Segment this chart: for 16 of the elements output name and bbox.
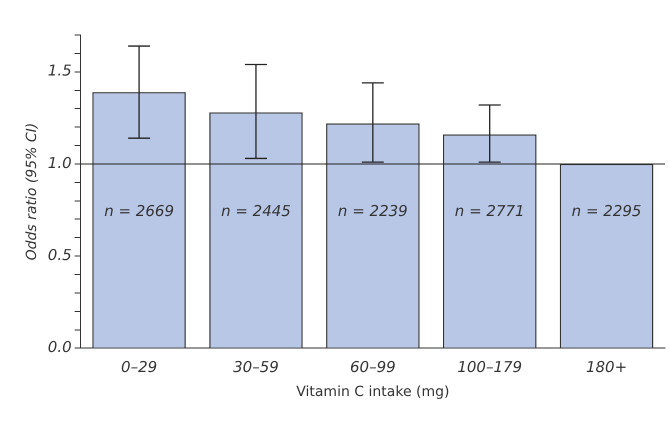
x-tick-label: 0–29 [121,358,158,376]
y-axis-title: Odds ratio (95% CI) [24,122,40,260]
x-tick-label: 30–59 [233,358,279,376]
y-tick-label: 1.5 [48,62,72,80]
x-tick-label: 60–99 [350,358,396,376]
y-tick-label: 1.0 [48,154,72,172]
annotation: n = 2445 [221,202,291,220]
x-tick-label: 100–179 [457,358,522,376]
x-axis-title: Vitamin C intake (mg) [296,384,450,400]
annotation: n = 2239 [338,202,408,220]
annotation: n = 2669 [104,202,174,220]
y-tick-label: 0.0 [48,338,72,356]
y-tick-label: 0.5 [48,246,72,264]
x-tick-label: 180+ [586,358,628,376]
annotation: n = 2771 [454,202,525,220]
annotation: n = 2295 [572,202,642,220]
